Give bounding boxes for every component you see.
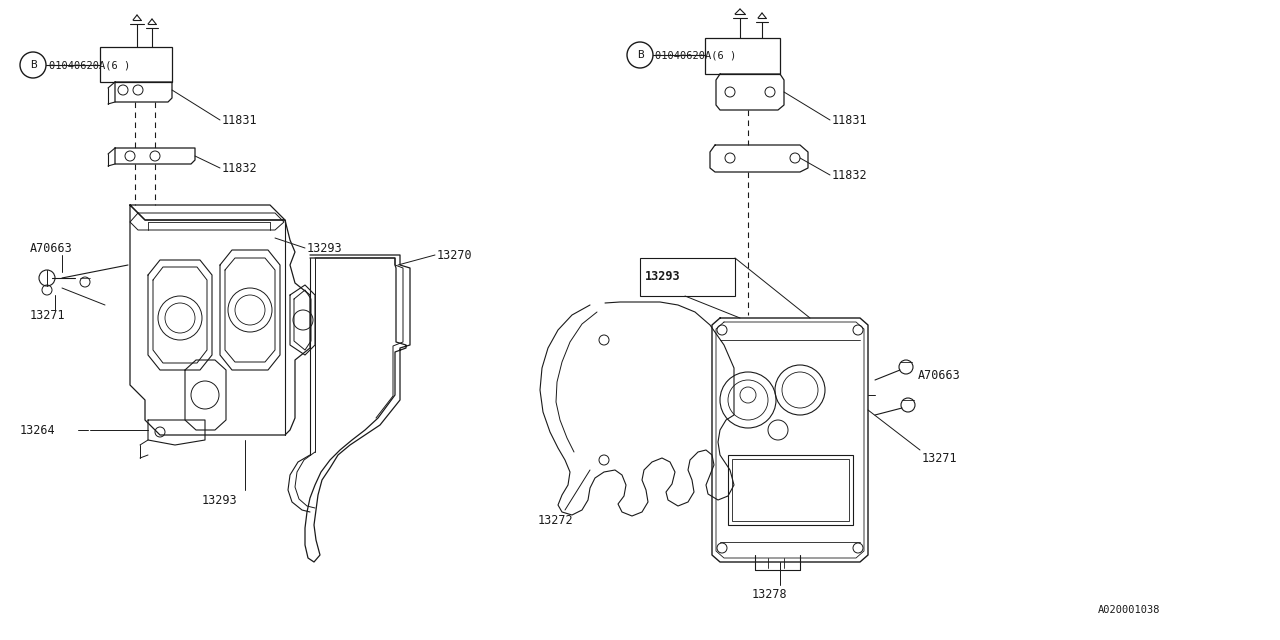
Text: 13293: 13293 <box>645 269 681 282</box>
Text: 13264: 13264 <box>20 424 55 436</box>
Bar <box>640 258 735 296</box>
Text: 11831: 11831 <box>221 113 257 127</box>
Text: B: B <box>636 50 644 60</box>
Bar <box>732 459 849 521</box>
Bar <box>728 455 852 525</box>
Text: 13293: 13293 <box>307 241 343 255</box>
Text: 11832: 11832 <box>832 168 868 182</box>
Text: 13271: 13271 <box>29 308 65 321</box>
Text: 01040620A(6 ): 01040620A(6 ) <box>49 60 131 70</box>
Text: 11832: 11832 <box>221 161 257 175</box>
Text: A70663: A70663 <box>918 369 961 381</box>
Text: 13270: 13270 <box>436 248 472 262</box>
Text: 01040620A(6 ): 01040620A(6 ) <box>655 50 736 60</box>
Bar <box>705 38 780 74</box>
Text: 13293: 13293 <box>202 493 238 506</box>
Text: A70663: A70663 <box>29 241 73 255</box>
Text: 13272: 13272 <box>538 513 573 527</box>
Text: B: B <box>29 60 36 70</box>
Bar <box>100 47 172 82</box>
Text: 13271: 13271 <box>922 451 957 465</box>
Text: A020001038: A020001038 <box>1097 605 1160 615</box>
Text: 11831: 11831 <box>832 113 868 127</box>
Text: 13278: 13278 <box>753 589 787 602</box>
